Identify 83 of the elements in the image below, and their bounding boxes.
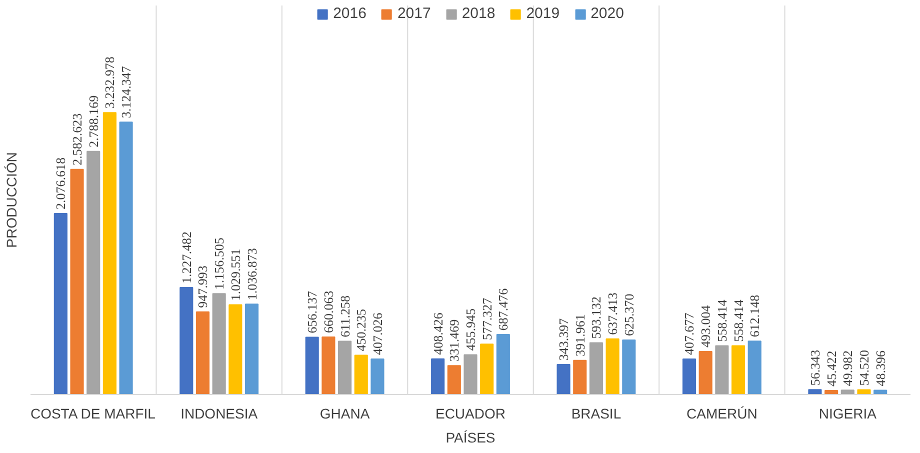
- data-label: 2.076.618: [53, 157, 68, 210]
- bar: [748, 340, 762, 394]
- bar: [808, 389, 822, 394]
- legend-label: 2017: [397, 5, 431, 22]
- legend-label: 2019: [526, 5, 560, 22]
- bar: [212, 293, 226, 394]
- bar: [338, 340, 352, 394]
- legend-label: 2020: [590, 5, 624, 22]
- bar: [54, 212, 68, 394]
- bar: [244, 304, 259, 394]
- bar: [824, 390, 838, 394]
- data-label: 56.343: [807, 350, 822, 386]
- data-label: 49.982: [840, 350, 856, 386]
- x-tick-label: CAMERÚN: [686, 406, 758, 422]
- bar: [731, 345, 746, 394]
- bar: [682, 358, 696, 394]
- x-tick-label: BRASIL: [571, 406, 622, 422]
- data-label: 407.026: [370, 312, 385, 356]
- data-label: 450.235: [354, 308, 369, 352]
- data-label: 391.961: [572, 314, 588, 356]
- x-tick-label: NIGERIA: [818, 406, 878, 422]
- x-tick-label: COSTA DE MARFIL: [30, 406, 156, 422]
- bar: [322, 336, 336, 394]
- x-tick-label: INDONESIA: [180, 406, 258, 422]
- x-axis-title: PAÍSES: [446, 430, 496, 446]
- data-label: 656.137: [304, 290, 320, 334]
- data-label: 1.036.873: [244, 248, 260, 300]
- bar: [857, 389, 871, 394]
- data-label: 947.993: [195, 266, 210, 308]
- data-label: 455.945: [463, 308, 478, 351]
- data-label: 558.414: [730, 299, 746, 342]
- data-label: 687.476: [496, 288, 511, 331]
- bar: [86, 150, 100, 394]
- bar: [496, 334, 510, 394]
- legend-label: 2016: [333, 5, 366, 22]
- data-label: 48.396: [872, 350, 888, 386]
- data-label: 625.370: [621, 294, 636, 336]
- bar: [480, 344, 494, 394]
- data-label: 612.148: [747, 294, 762, 338]
- data-label: 407.677: [682, 312, 697, 355]
- bar: [573, 360, 587, 394]
- data-label: 45.422: [824, 350, 839, 387]
- x-tick-label: GHANA: [320, 406, 370, 422]
- data-label: 343.397: [556, 318, 572, 361]
- data-label: 1.227.482: [178, 231, 194, 284]
- data-label: 2.582.623: [70, 113, 85, 166]
- bar: [698, 351, 712, 394]
- bar: [840, 390, 854, 394]
- data-label: 558.414: [714, 299, 730, 342]
- y-axis-title: PRODUCCIÓN: [4, 152, 20, 248]
- data-label: 331.469: [446, 319, 462, 362]
- data-label: 637.413: [605, 292, 620, 335]
- bar: [606, 338, 620, 394]
- data-label: 577.327: [479, 297, 494, 340]
- bar: [305, 336, 319, 394]
- bar: [715, 345, 729, 394]
- bar: [196, 311, 210, 394]
- bar: [622, 339, 636, 394]
- data-label: 611.258: [337, 295, 352, 338]
- bar: [431, 358, 445, 394]
- legend-label: 2018: [462, 5, 496, 22]
- bar: [102, 112, 116, 394]
- data-label: 493.004: [698, 304, 714, 348]
- data-label: 2.788.169: [86, 95, 101, 148]
- bar: [228, 304, 242, 394]
- data-label: 54.520: [856, 350, 872, 386]
- data-label: 660.063: [320, 290, 336, 333]
- bar: [464, 354, 478, 394]
- x-tick-label: ECUADOR: [435, 406, 506, 422]
- data-label: 1.029.551: [228, 248, 243, 301]
- bar: [119, 122, 133, 394]
- bar: [354, 354, 368, 394]
- bar: [180, 286, 194, 394]
- data-label: 3.124.347: [118, 66, 134, 118]
- bar: [70, 168, 84, 394]
- data-label: 3.232.978: [102, 56, 118, 109]
- bar: [556, 364, 570, 394]
- bar: [447, 365, 461, 394]
- bar: [370, 358, 384, 394]
- data-label: 408.426: [430, 312, 446, 355]
- data-label: 593.132: [588, 296, 604, 339]
- bar: [589, 342, 603, 394]
- data-label: 1.156.505: [212, 238, 227, 290]
